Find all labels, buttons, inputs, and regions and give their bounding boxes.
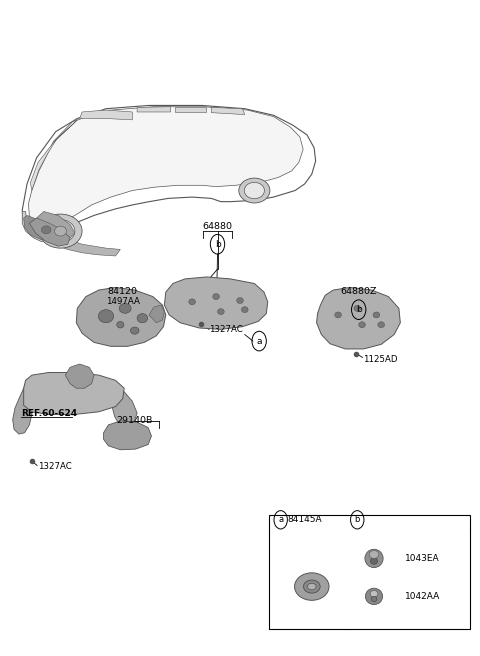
Polygon shape [65,364,94,388]
Polygon shape [149,305,164,323]
Polygon shape [30,120,77,190]
Text: b: b [355,516,360,524]
Ellipse shape [354,306,360,312]
Text: b: b [356,305,361,314]
Ellipse shape [335,312,341,318]
Ellipse shape [237,298,243,304]
Polygon shape [104,421,152,450]
Ellipse shape [359,322,365,328]
Polygon shape [112,384,137,428]
Polygon shape [27,223,120,256]
Polygon shape [29,218,70,246]
Ellipse shape [244,182,264,199]
Text: 64880Z: 64880Z [340,287,377,297]
Ellipse shape [117,321,124,328]
Text: b: b [215,239,220,249]
Ellipse shape [213,294,219,300]
Ellipse shape [241,307,248,313]
Ellipse shape [137,314,148,323]
Ellipse shape [373,312,380,318]
Ellipse shape [98,310,114,323]
Text: 1327AC: 1327AC [38,462,72,471]
Polygon shape [317,287,400,349]
Text: 1042AA: 1042AA [405,592,440,601]
FancyBboxPatch shape [269,514,470,629]
Polygon shape [137,107,170,112]
Text: 1125AD: 1125AD [363,355,398,364]
Ellipse shape [365,549,383,567]
Ellipse shape [370,590,378,597]
Text: 29140B: 29140B [117,417,153,426]
Ellipse shape [378,322,384,328]
Ellipse shape [189,299,195,305]
Ellipse shape [217,309,224,315]
Ellipse shape [55,226,67,236]
Polygon shape [36,211,75,237]
Ellipse shape [131,327,139,334]
Polygon shape [22,211,44,241]
Ellipse shape [371,558,378,564]
Text: 1497AA: 1497AA [106,297,140,306]
Ellipse shape [41,226,51,234]
Polygon shape [80,110,132,120]
Text: 84145A: 84145A [288,516,322,524]
Text: 64880: 64880 [203,222,232,231]
Polygon shape [211,108,245,115]
Ellipse shape [39,214,82,248]
Ellipse shape [119,304,131,314]
Ellipse shape [369,550,379,558]
Text: REF.60-624: REF.60-624 [21,409,77,418]
Text: 1327AC: 1327AC [209,325,243,334]
Polygon shape [22,106,316,239]
Polygon shape [175,107,206,112]
Ellipse shape [371,596,377,602]
Ellipse shape [46,220,75,243]
Text: 84120: 84120 [108,287,138,297]
Ellipse shape [295,573,329,600]
Text: a: a [278,516,283,524]
Polygon shape [164,277,268,329]
Polygon shape [12,384,32,434]
Text: 1043EA: 1043EA [405,554,440,563]
Text: a: a [256,337,262,346]
Polygon shape [28,107,303,233]
Ellipse shape [365,588,383,605]
Polygon shape [24,373,124,415]
Ellipse shape [308,583,316,590]
Polygon shape [24,215,48,239]
Ellipse shape [303,580,320,593]
Polygon shape [76,287,166,346]
Ellipse shape [239,178,270,203]
